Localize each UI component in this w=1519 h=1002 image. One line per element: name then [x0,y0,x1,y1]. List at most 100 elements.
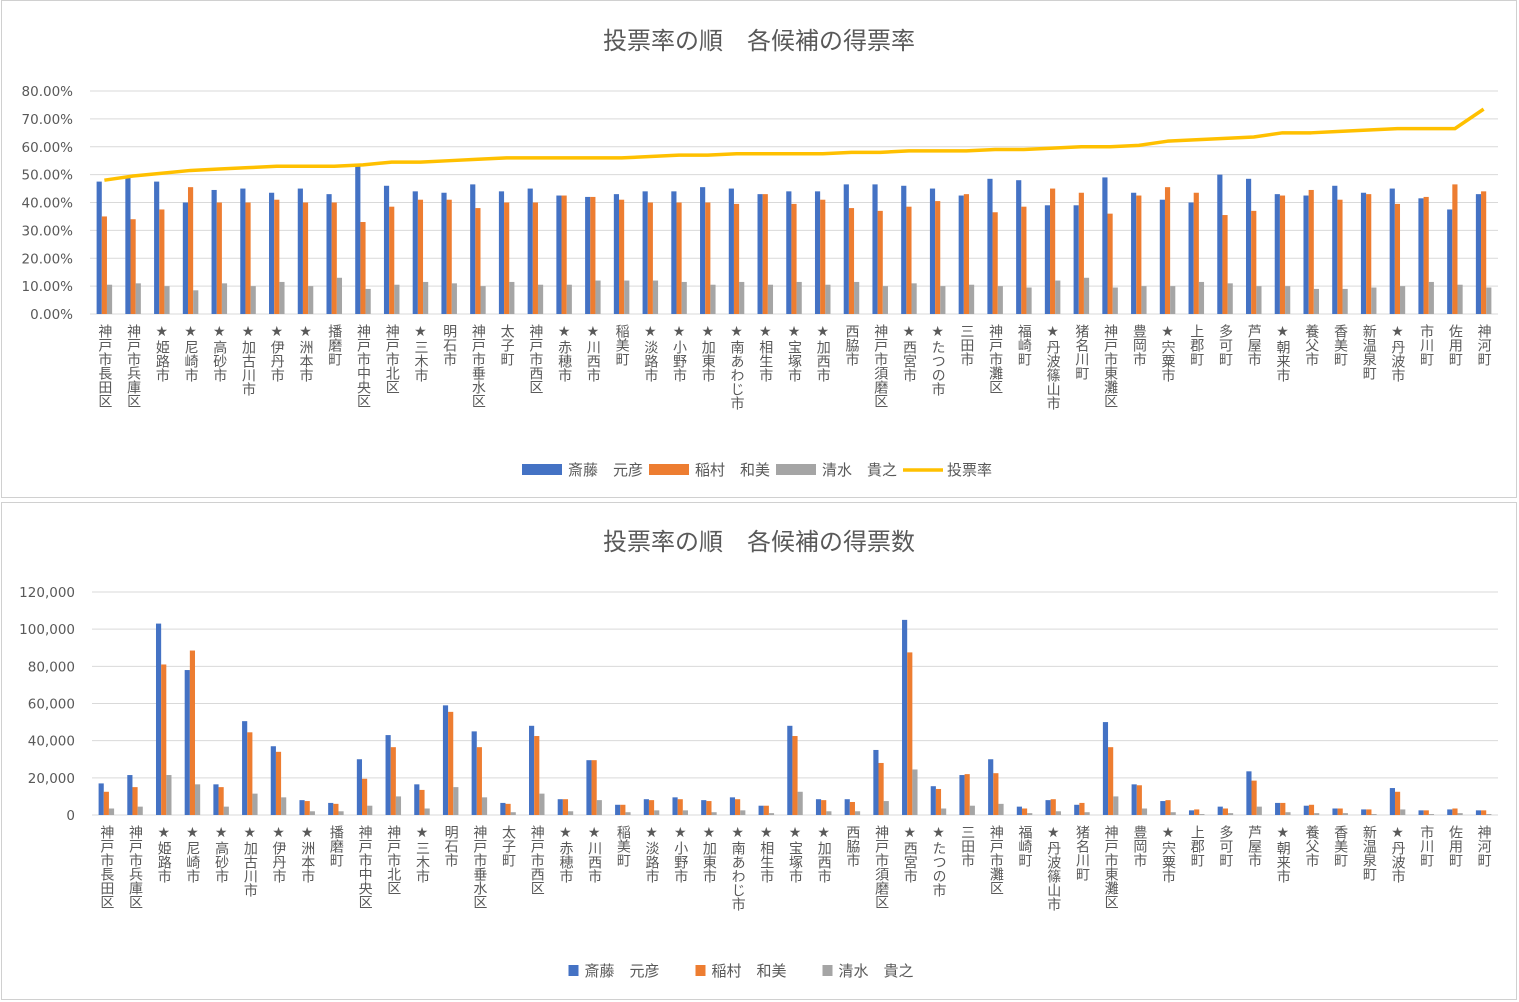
bar-saito [613,194,620,314]
bar-shimizu [481,797,488,815]
category-label: 豊岡市 [1131,324,1147,366]
bar-inamura [360,222,366,314]
bar-saito [987,178,993,314]
category-label: ★川西市 [586,825,602,883]
bar-inamura [762,194,768,314]
bar-saito [1332,185,1338,314]
bar-saito [844,799,850,815]
bar-inamura [1078,192,1084,314]
category-label: ★三木市 [412,324,428,382]
category-label: ★赤穂市 [556,324,572,382]
bar-inamura [992,212,998,314]
bar-inamura [275,751,282,815]
bar-saito [1044,205,1051,314]
category-label: 豊岡市 [1131,825,1147,867]
category-label: 西脇市 [844,825,860,867]
bar-shimizu [969,805,975,815]
bar-shimizu [480,286,486,314]
bar-inamura [130,219,136,314]
bar-shimizu [968,284,975,314]
bar-inamura [417,199,424,314]
bar-inamura [1251,210,1257,314]
bar-inamura [159,209,165,314]
bar-inamura [1279,195,1286,314]
bar-inamura [189,650,196,815]
bar-shimizu [1285,286,1291,314]
bar-saito [98,783,104,815]
bar-saito [154,181,160,314]
legend-item: 稲村 和美 [649,461,770,479]
bar-shimizu [537,284,544,314]
category-label: 福崎町 [1017,825,1033,867]
y-tick-label: 20,000 [28,771,75,787]
bar-shimizu [568,811,574,815]
bar-saito [1188,810,1195,815]
bar-saito [125,177,131,314]
bar-shimizu [1314,813,1320,815]
bar-shimizu [1055,280,1061,314]
bar-inamura [132,787,138,815]
bar-inamura [1136,785,1142,815]
bar-saito [1246,771,1252,815]
legend-swatch [776,464,816,475]
bar-saito [1418,198,1424,314]
bar-inamura [1251,780,1257,815]
bar-saito [297,188,303,314]
bar-inamura [820,199,826,314]
bar-saito [500,802,506,815]
bar-shimizu [652,280,659,314]
bar-shimizu [854,811,861,815]
bar-shimizu [453,787,459,815]
bar-saito [471,731,477,815]
category-label: ★宝塚市 [787,825,803,883]
bar-shimizu [912,769,918,815]
bar-shimizu [911,283,917,314]
category-label: 猪名川町 [1074,825,1090,881]
category-label: 稲美町 [615,825,631,867]
bar-saito [155,623,162,815]
bar-shimizu [1227,813,1234,815]
bar-shimizu [1084,812,1090,815]
bar-inamura [247,732,253,815]
category-label: 神戸市兵庫区 [125,324,141,408]
bar-shimizu [768,813,775,815]
category-label: ★姫路市 [156,825,172,883]
bar-shimizu [1457,813,1463,815]
legend-label: 稲村 和美 [712,962,787,980]
category-label: 播磨町 [328,825,344,867]
bar-inamura [878,762,884,815]
category-label: 神河町 [1476,324,1492,366]
bar-saito [843,184,849,314]
category-label: ★加東市 [701,825,717,883]
category-label: 播磨町 [326,324,342,366]
bar-inamura [1222,215,1228,314]
category-label: 新温泉町 [1361,324,1377,380]
y-tick-label: 60.00% [22,140,74,156]
bar-shimizu [509,281,515,314]
bar-inamura [620,804,626,815]
legend-item: 投票率 [903,461,992,479]
category-label: 佐用町 [1447,825,1463,867]
bar-shimizu [1083,277,1090,314]
bar-shimizu [166,775,172,815]
category-label: 上郡町 [1189,825,1205,867]
bar-saito [412,191,418,314]
bar-shimizu [1256,286,1262,314]
bar-shimizu [1457,284,1463,314]
bar-shimizu [279,281,285,314]
bar-inamura [676,202,682,314]
bar-inamura [1452,184,1458,314]
bar-inamura [1366,809,1372,815]
y-tick-label: 50.00% [22,168,74,184]
category-label: 神戸市灘区 [988,825,1004,895]
bar-saito [182,202,188,314]
bar-saito [240,188,246,314]
bar-shimizu [451,283,457,314]
bar-inamura [1394,791,1401,815]
legend-item: 斎藤 元彦 [522,461,643,479]
category-label: 三田市 [958,324,974,366]
bar-inamura [1423,196,1429,314]
bar-shimizu [164,286,170,314]
category-label: ★宍粟市 [1160,825,1176,883]
bar-inamura [534,736,540,815]
